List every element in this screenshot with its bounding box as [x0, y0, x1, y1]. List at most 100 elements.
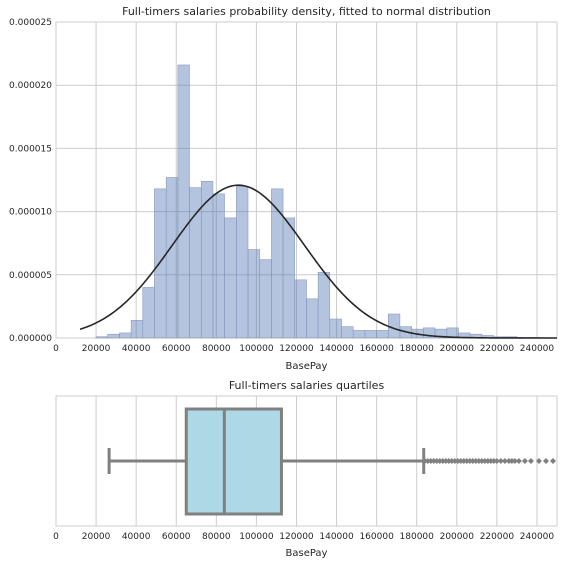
histogram-y-tick-label: 0.000010: [9, 208, 52, 218]
histogram-bar: [154, 188, 167, 339]
boxplot-x-tick-label: 80000: [202, 532, 231, 542]
quartiles-boxplot-panel: 0 20000 40000 60000 80000 100000 120000 140000 1…: [53, 379, 558, 559]
histogram-x-axis-label: BasePay: [286, 361, 328, 372]
outlier-point: [497, 458, 504, 464]
outlier-point: [542, 458, 549, 464]
outlier-point: [527, 458, 534, 464]
histogram-bar: [142, 287, 155, 339]
histogram-bar: [259, 259, 272, 339]
outlier-point: [451, 458, 458, 464]
outlier-point: [421, 458, 428, 464]
histogram-bar: [165, 177, 179, 339]
boxplot-x-tick-label: 180000: [400, 532, 435, 542]
outlier-point: [501, 458, 508, 464]
histogram-bar: [317, 271, 331, 339]
histogram-y-tick-label: 0.000025: [9, 18, 52, 28]
outlier-point: [442, 458, 449, 464]
histogram-y-tick-label: 0.000005: [9, 271, 52, 281]
histogram-bars: [95, 64, 553, 339]
outlier-point: [424, 458, 431, 464]
boxplot-x-tick-label: 200000: [440, 532, 475, 542]
boxplot-x-tick-label: 40000: [122, 532, 151, 542]
boxplot-x-ticks: 0 20000 40000 60000 80000 100000 120000 140000 1…: [53, 532, 554, 542]
histogram-bar: [212, 193, 225, 339]
density-histogram-panel: 0 20000 40000 60000 80000 100000 120000 140000 1…: [9, 5, 558, 372]
boxplot-x-axis-label: BasePay: [286, 548, 328, 559]
histogram-x-tick-label: 220000: [480, 344, 515, 354]
histogram-x-tick-label: 200000: [440, 344, 475, 354]
histogram-y-tick-label: 0.000020: [9, 81, 52, 91]
histogram-title: Full-timers salaries probability density…: [122, 5, 491, 18]
outlier-point: [466, 458, 473, 464]
histogram-bar: [387, 313, 401, 339]
boxplot-x-tick-label: 120000: [279, 532, 314, 542]
histogram-y-ticks: 0.000000 0.000005 0.000010 0.000015 0.000020…: [9, 18, 52, 344]
boxplot-x-tick-label: 100000: [239, 532, 274, 542]
histogram-bar: [364, 330, 377, 339]
histogram-bar: [177, 64, 190, 339]
histogram-bar: [119, 332, 132, 339]
histogram-x-tick-label: 60000: [162, 344, 191, 354]
histogram-bar: [282, 217, 295, 339]
histogram-bar: [247, 249, 260, 339]
histogram-bar: [306, 298, 319, 339]
outlier-point: [515, 458, 522, 464]
boxplot-x-tick-label: 0: [53, 532, 59, 542]
outlier-point: [472, 458, 479, 464]
outlier-point: [454, 458, 461, 464]
histogram-bar: [95, 336, 109, 339]
outlier-point: [549, 458, 556, 464]
outlier-point: [484, 458, 491, 464]
boxplot-x-tick-label: 220000: [480, 532, 515, 542]
histogram-x-tick-label: 240000: [520, 344, 555, 354]
outlier-point: [430, 458, 437, 464]
outlier-point: [457, 458, 464, 464]
histogram-x-tick-label: 40000: [122, 344, 151, 354]
interquartile-box: [184, 407, 283, 516]
outlier-point: [508, 458, 515, 464]
histogram-x-tick-label: 100000: [239, 344, 274, 354]
outlier-point: [469, 458, 476, 464]
boxplot-x-tick-label: 160000: [359, 532, 394, 542]
outlier-point: [463, 458, 470, 464]
histogram-x-tick-label: 80000: [202, 344, 231, 354]
histogram-bar: [341, 326, 354, 339]
histogram-x-tick-label: 120000: [279, 344, 314, 354]
histogram-y-tick-label: 0.000000: [9, 334, 52, 344]
histogram-bar: [329, 318, 342, 339]
outlier-point: [511, 458, 518, 464]
outlier-point: [475, 458, 482, 464]
outlier-point: [505, 458, 512, 464]
histogram-bar: [236, 186, 249, 339]
outlier-point: [490, 458, 497, 464]
boxplot-x-tick-label: 240000: [520, 532, 555, 542]
outlier-point: [487, 458, 494, 464]
histogram-bar: [376, 330, 389, 339]
histogram-x-tick-label: 140000: [319, 344, 354, 354]
boxplot-marks: [107, 407, 426, 516]
boxplot-x-tick-label: 60000: [162, 532, 191, 542]
outlier-point: [427, 458, 434, 464]
outlier-point: [460, 458, 467, 464]
boxplot-x-tick-label: 20000: [82, 532, 111, 542]
histogram-x-tick-label: 0: [53, 344, 59, 354]
histogram-bar: [224, 217, 237, 339]
outlier-point: [436, 458, 443, 464]
outlier-point: [448, 458, 455, 464]
normal-fit-curve: [79, 184, 557, 339]
boxplot-x-tick-label: 140000: [319, 532, 354, 542]
boxplot-outliers: [421, 458, 556, 464]
outlier-point: [478, 458, 485, 464]
histogram-x-tick-label: 160000: [359, 344, 394, 354]
histogram-bar: [294, 279, 307, 339]
histogram-x-tick-label: 180000: [400, 344, 435, 354]
outlier-point: [445, 458, 452, 464]
histogram-bar: [107, 333, 120, 339]
histogram-bar: [130, 320, 144, 339]
histogram-bar: [352, 330, 366, 339]
histogram-x-tick-label: 20000: [82, 344, 111, 354]
outlier-point: [439, 458, 446, 464]
histogram-y-tick-label: 0.000015: [9, 144, 52, 154]
boxplot-title: Full-timers salaries quartiles: [229, 379, 385, 392]
